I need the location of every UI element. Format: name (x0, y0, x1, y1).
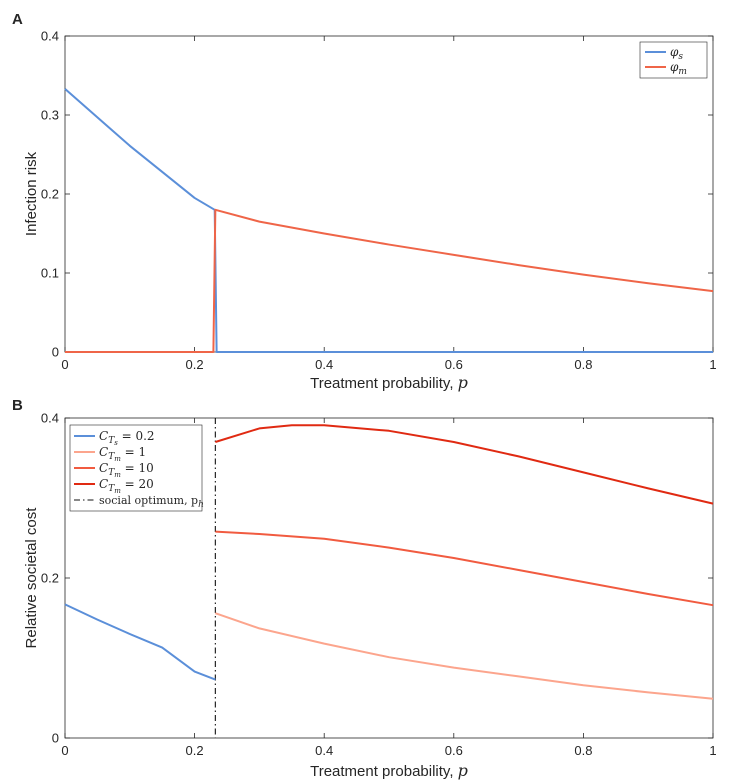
legend-entry: CTm = 1 (99, 445, 146, 463)
legend-box (639, 41, 708, 79)
y-tick-label: 0.2 (41, 571, 59, 586)
y-tick-label: 0.3 (41, 108, 59, 123)
y-tick-label: 0.4 (41, 29, 59, 44)
panel-label: B (12, 397, 23, 414)
series-line-0 (64, 88, 713, 353)
x-tick-label: 0.6 (445, 743, 463, 758)
x-tick-label: 0.2 (186, 357, 204, 372)
series-line-1 (65, 208, 714, 353)
y-tick-label: 0 (52, 345, 59, 360)
x-tick-label: 0.4 (315, 357, 333, 372)
y-tick-label: 0.2 (41, 187, 59, 202)
legend-entry: φs (670, 45, 683, 62)
x-tick-label: 1 (709, 357, 716, 372)
x-axis-label: Treatment probability, p (310, 761, 468, 780)
x-axis-label: Treatment probability, p (310, 373, 468, 392)
y-axis-label: Relative societal cost (23, 507, 40, 649)
x-tick-label: 0.6 (445, 357, 463, 372)
legend-entry: social optimum, ph (99, 494, 204, 510)
x-tick-label: 0.8 (574, 357, 592, 372)
plot-area (64, 35, 714, 353)
x-tick-label: 0.4 (315, 743, 333, 758)
x-tick-label: 0.2 (186, 743, 204, 758)
x-tick-label: 0 (61, 357, 68, 372)
chart-panel-a: 0 0.2 0.4 0.6 0.8 1 0 0.1 0.2 0.3 0.4 A Treatment pr… (12, 11, 717, 392)
series-line-0 (64, 603, 216, 681)
legend-entry: φm (670, 60, 687, 77)
panel-label: A (12, 11, 23, 28)
x-tick-label: 1 (709, 743, 716, 758)
chart-panel-b: 0 0.2 0.4 0.6 0.8 1 0 0.2 0.4 B Treatment probabil… (12, 397, 717, 780)
y-axis-label: Infection risk (23, 151, 40, 236)
series-line-3 (215, 424, 714, 505)
x-tick-label: 0 (61, 743, 68, 758)
y-tick-label: 0.4 (41, 411, 59, 426)
x-tick-label: 0.8 (574, 743, 592, 758)
series-line-1 (215, 612, 714, 700)
y-tick-label: 0 (52, 731, 59, 746)
legend-entry: CTm = 20 (99, 477, 154, 495)
legend-entry: CTs = 0.2 (99, 429, 155, 447)
series-line-2 (215, 530, 714, 607)
legend-entry: CTm = 10 (99, 461, 154, 479)
y-tick-label: 0.1 (41, 266, 59, 281)
